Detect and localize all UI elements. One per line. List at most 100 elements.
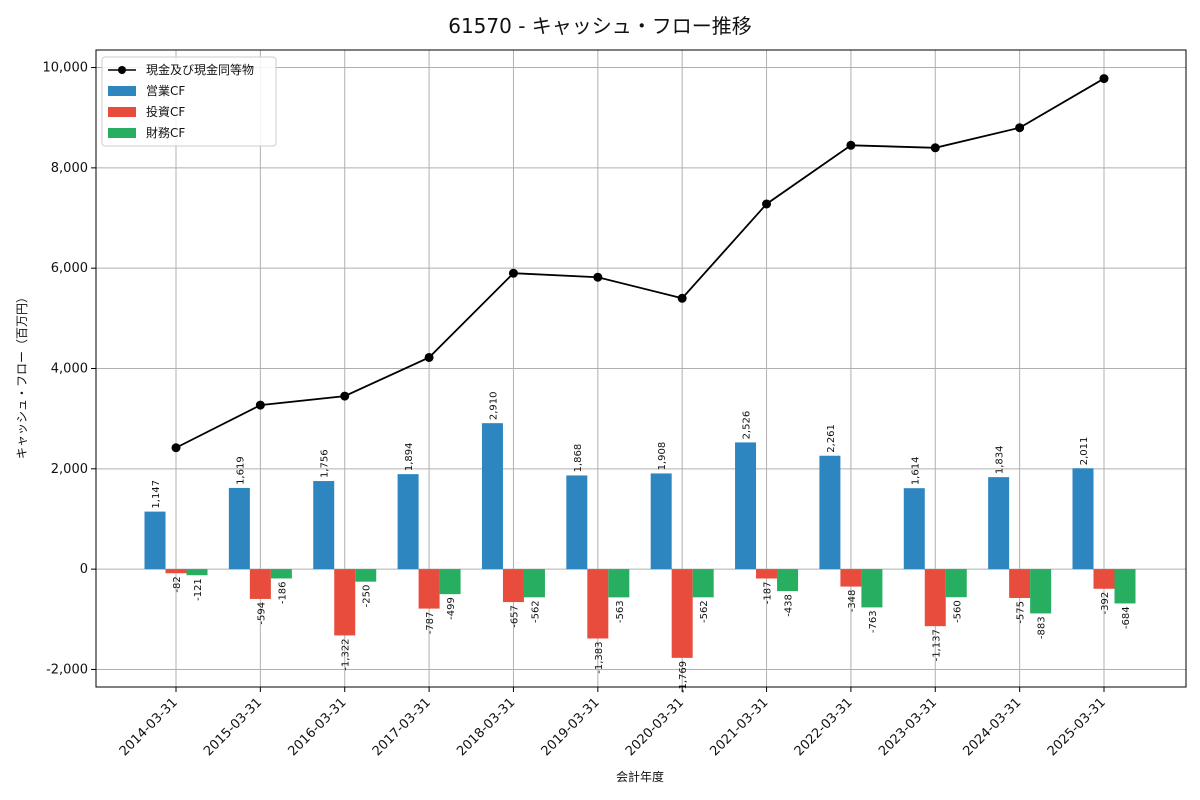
bar-operating — [397, 474, 419, 570]
cash-line-point — [762, 199, 772, 209]
cash-line-point — [340, 391, 350, 401]
cash-line-point — [1015, 123, 1025, 133]
bar-label-operating: 1,834 — [995, 446, 1006, 475]
bar-label-investing: -787 — [425, 612, 436, 635]
bar-operating — [313, 481, 335, 570]
bar-label-investing: -575 — [1016, 601, 1027, 624]
bar-label-operating: 1,868 — [573, 444, 584, 473]
cash-line-point — [171, 443, 181, 453]
legend-label-cash: 現金及び現金同等物 — [146, 62, 254, 77]
y-tick-label: 4,000 — [51, 362, 88, 377]
bar-label-operating: 1,619 — [235, 456, 246, 485]
cash-line — [171, 74, 1109, 453]
bar-operating — [735, 442, 757, 570]
bar-investing — [840, 569, 862, 587]
cash-line-point — [508, 268, 518, 278]
bar-financing — [1030, 569, 1052, 614]
cash-line-point — [593, 272, 603, 282]
bar-label-investing: -348 — [847, 590, 858, 613]
bar-label-investing: -82 — [172, 576, 183, 592]
cash-line-path — [175, 77, 1105, 449]
cash-line-point — [930, 143, 940, 153]
bar-label-financing: -562 — [699, 600, 710, 623]
bar-financing — [861, 569, 883, 608]
x-tick-label: 2017-03-31 — [370, 695, 434, 759]
cash-line-point — [424, 352, 434, 362]
bar-operating — [903, 488, 925, 570]
bar-label-financing: -560 — [952, 600, 963, 623]
bar-financing — [439, 569, 461, 595]
bar-investing — [502, 569, 524, 603]
bar-investing — [756, 569, 778, 579]
bar-label-operating: 1,908 — [657, 442, 668, 471]
bar-investing — [418, 569, 440, 609]
x-tick-label: 2018-03-31 — [454, 695, 518, 759]
bar-financing — [692, 569, 714, 598]
bar-label-investing: -1,383 — [594, 641, 605, 673]
bar-operating — [566, 475, 588, 570]
y-tick-label: 8,000 — [51, 161, 88, 176]
bar-label-investing: -187 — [763, 582, 774, 605]
bar-label-financing: -186 — [277, 581, 288, 604]
legend-frame — [101, 56, 277, 147]
bar-investing — [671, 569, 693, 658]
bar-label-financing: -121 — [193, 578, 204, 601]
bar-label-investing: -1,137 — [931, 629, 942, 661]
x-tick-label: 2019-03-31 — [539, 695, 603, 759]
x-tick-label: 2020-03-31 — [623, 695, 687, 759]
bar-label-investing: -1,322 — [341, 638, 352, 670]
bars — [144, 423, 1136, 658]
chart-title: 61570 - キャッシュ・フロー推移 — [448, 14, 752, 38]
bar-investing — [1009, 569, 1031, 598]
bar-label-operating: 1,756 — [320, 449, 331, 478]
bar-label-financing: -499 — [446, 597, 457, 620]
bar-operating — [988, 477, 1010, 570]
bar-operating — [228, 487, 250, 570]
cash-line-point — [846, 140, 856, 150]
bar-investing — [1093, 569, 1115, 589]
bar-investing — [249, 569, 271, 599]
bar-financing — [608, 569, 630, 598]
bar-financing — [523, 569, 545, 598]
x-tick-label: 2023-03-31 — [876, 695, 940, 759]
bar-financing — [355, 569, 377, 582]
legend-swatch-operating — [108, 86, 136, 96]
bar-label-investing: -657 — [509, 605, 520, 628]
bar-label-financing: -438 — [784, 594, 795, 617]
cash-line-point — [677, 293, 687, 303]
bar-label-operating: 2,910 — [488, 392, 499, 421]
x-axis-label: 会計年度 — [616, 769, 664, 784]
y-tick-label: 6,000 — [51, 261, 88, 276]
bar-financing — [186, 569, 208, 576]
bar-label-financing: -250 — [362, 585, 373, 608]
bar-operating — [1072, 468, 1094, 570]
bar-investing — [924, 569, 946, 627]
bar-label-investing: -1,769 — [678, 661, 689, 693]
x-tick-label: 2014-03-31 — [117, 695, 181, 759]
axes: -2,000 0 2,000 4,000 6,000 8,000 10,000 2014-03… — [43, 61, 1109, 760]
y-tick-label: 2,000 — [51, 462, 88, 477]
bar-financing — [1114, 569, 1136, 604]
bar-operating — [650, 473, 672, 570]
legend-label-operating: 営業CF — [146, 84, 185, 98]
bar-label-financing: -763 — [868, 610, 879, 633]
bar-label-financing: -684 — [1121, 606, 1132, 629]
bar-label-operating: 1,894 — [404, 442, 415, 471]
x-tick-label: 2016-03-31 — [286, 695, 350, 759]
x-tick-label: 2021-03-31 — [707, 695, 771, 759]
bar-label-investing: -392 — [1100, 592, 1111, 615]
bar-label-financing: -562 — [530, 600, 541, 623]
bar-label-financing: -563 — [615, 600, 626, 623]
y-tick-label: 0 — [80, 562, 88, 577]
legend-label-investing: 投資CF — [146, 104, 185, 119]
bar-operating — [819, 455, 841, 570]
legend-swatch-investing — [108, 107, 136, 117]
x-tick-label: 2015-03-31 — [201, 695, 265, 759]
legend-line-marker — [118, 66, 126, 74]
bar-financing — [777, 569, 799, 592]
bar-label-operating: 1,614 — [910, 457, 921, 486]
bar-investing — [587, 569, 609, 639]
bar-label-operating: 1,147 — [151, 480, 162, 509]
cash-line-point — [255, 400, 265, 410]
bar-label-financing: -883 — [1037, 616, 1048, 639]
